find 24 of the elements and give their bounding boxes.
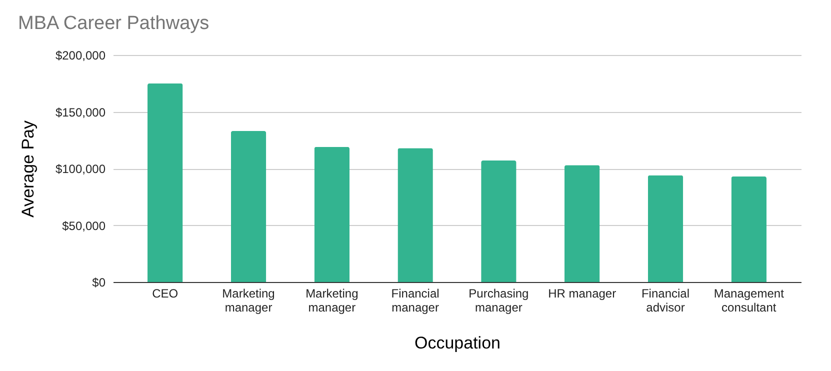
bar xyxy=(230,131,266,282)
y-axis-title: Average Pay xyxy=(18,120,38,218)
x-tick-label: Marketing manager xyxy=(222,286,275,314)
bar xyxy=(564,165,600,282)
y-tick-label: $50,000 xyxy=(62,218,106,233)
x-tick-label: Marketing manager xyxy=(306,286,358,314)
y-tick-label: $0 xyxy=(92,276,106,290)
y-tick-label: $200,000 xyxy=(55,48,106,62)
chart-title: MBA Career Pathways xyxy=(18,13,210,34)
y-tick-label: $150,000 xyxy=(55,105,106,120)
x-tick-label: Financial manager xyxy=(391,286,440,314)
x-tick-label: Purchasing manager xyxy=(468,286,529,314)
x-tick-label: CEO xyxy=(152,286,178,300)
y-tick-label: $100,000 xyxy=(55,162,106,176)
bar xyxy=(731,176,766,282)
bar xyxy=(398,148,433,282)
x-tick-label: Financial advisor xyxy=(641,286,690,314)
bar xyxy=(648,175,684,282)
x-tick-label: Management consultant xyxy=(714,286,785,314)
x-tick-label: HR manager xyxy=(548,286,616,300)
bar xyxy=(481,160,516,282)
bar xyxy=(148,83,183,282)
x-axis-title: Occupation xyxy=(414,334,500,352)
bar xyxy=(314,146,350,282)
